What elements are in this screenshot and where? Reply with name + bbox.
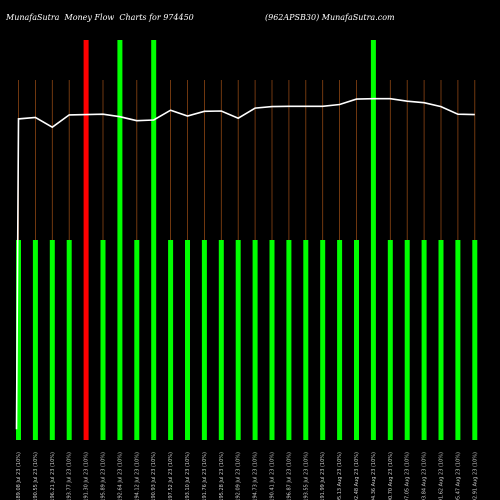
x-tick-label: 10195.47 Aug 23 (10%) (455, 452, 461, 500)
x-tick-label: 10191.99 Jul 23 (10%) (320, 452, 326, 500)
x-tick-label: 10191.30 Jul 23 (10%) (84, 452, 90, 500)
volume-bar (455, 240, 461, 440)
x-tick-label: 10194.36 Aug 23 (10%) (371, 452, 377, 500)
volume-bar (404, 240, 410, 440)
x-tick-label: 10190.93 Jul 23 (10%) (151, 452, 157, 500)
volume-bar (320, 240, 326, 440)
volume-bar (472, 240, 478, 440)
volume-bar (134, 240, 140, 440)
x-tick-label: 10191.76 Jul 23 (10%) (202, 452, 208, 500)
x-tick-label: 10194.73 Jul 23 (10%) (253, 452, 259, 500)
x-tick-label: 10192.64 Jul 23 (10%) (117, 452, 123, 500)
volume-bar (32, 240, 38, 440)
volume-bar (185, 240, 190, 440)
x-tick-label: 10192.09 Jul 23 (10%) (236, 452, 242, 500)
volume-bar (252, 240, 258, 440)
x-tick-label: 10191.62 Aug 23 (10%) (439, 452, 445, 500)
chart-title-right: (962APSB30) MunafaSutra.com (265, 13, 395, 22)
volume-bar (168, 240, 174, 440)
volume-bar (387, 240, 393, 440)
x-tick-label: 10196.87 Jul 23 (10%) (286, 452, 292, 500)
volume-bar (370, 40, 376, 440)
volume-bar (66, 240, 72, 440)
x-tick-label: 10197.05 Aug 23 (10%) (405, 452, 411, 500)
x-tick-label: 10194.12 Jul 23 (10%) (134, 452, 140, 500)
volume-bar (235, 240, 241, 440)
chart-title-left: MunafaSutra Money Flow Charts for 974450 (6, 13, 194, 22)
x-tick-label: 10192.48 Aug 23 (10%) (354, 452, 360, 500)
volume-bar (100, 240, 106, 440)
volume-bar (83, 40, 89, 440)
x-tick-label: 10190.41 Jul 23 (10%) (270, 452, 276, 500)
volume-bar (421, 240, 427, 440)
volume-bar (151, 40, 157, 440)
volume-bar (117, 40, 123, 440)
x-tick-label: 10190.70 Aug 23 (10%) (388, 452, 394, 500)
volume-bar (438, 240, 444, 440)
x-tick-label: 10189.08 Jul 23 (10%) (16, 452, 22, 500)
volume-bar (49, 240, 55, 440)
x-tick-label: 10195.89 Jul 23 (10%) (101, 452, 107, 500)
price-line (15, 97, 475, 430)
volume-bar (269, 240, 275, 440)
volume-bar (218, 240, 224, 440)
volume-bar (16, 240, 21, 440)
volume-bar (303, 240, 309, 440)
x-tick-label: 10193.84 Aug 23 (10%) (422, 452, 428, 500)
x-tick-label: 10193.55 Jul 23 (10%) (303, 452, 309, 500)
volume-bar (337, 240, 343, 440)
x-tick-label: 10196.21 Jul 23 (10%) (50, 452, 56, 500)
x-tick-label: 10195.28 Jul 23 (10%) (219, 452, 225, 500)
x-tick-label: 10193.77 Jul 23 (10%) (67, 452, 73, 500)
x-tick-label: 10190.55 Jul 23 (10%) (33, 452, 39, 500)
x-tick-label: 10195.13 Aug 23 (10%) (337, 452, 343, 500)
volume-bar (201, 240, 207, 440)
volume-bar (354, 240, 359, 440)
x-tick-label: 10197.52 Jul 23 (10%) (168, 452, 174, 500)
x-tick-label: 10193.10 Jul 23 (10%) (185, 452, 191, 500)
x-tick-label: 10192.91 Aug 23 (10%) (472, 452, 478, 500)
volume-bar (286, 240, 292, 440)
